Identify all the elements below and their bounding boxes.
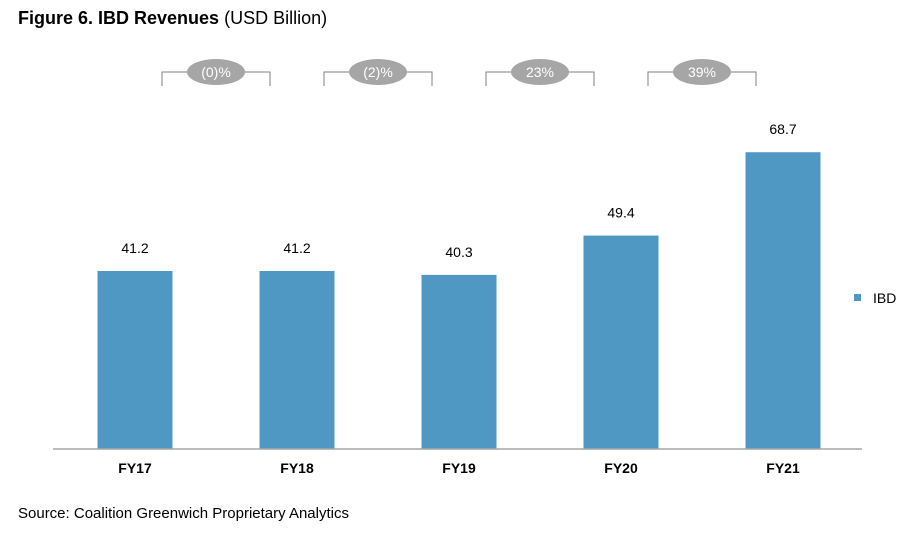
bar-fy17 <box>97 271 173 449</box>
bar-fy20 <box>583 235 659 449</box>
chart-title: Figure 6. IBD Revenues (USD Billion) <box>18 6 327 30</box>
category-label-fy20: FY20 <box>604 460 638 476</box>
legend-swatch <box>854 294 861 301</box>
growth-label-4: 39% <box>688 64 716 80</box>
growth-bubble-4 <box>673 59 731 85</box>
category-label-fy18: FY18 <box>280 460 314 476</box>
growth-bubble-2 <box>349 59 407 85</box>
chart-title-unit: (USD Billion) <box>224 8 328 28</box>
growth-label-3: 23% <box>526 64 554 80</box>
bar-chart: 41.2 FY17 41.2 FY18 40.3 FY19 49.4 FY20 68.7 FY21… <box>53 59 896 476</box>
value-label-fy18: 41.2 <box>283 240 310 256</box>
source-note: Source: Coalition Greenwich Proprietary … <box>18 505 349 522</box>
bar-fy19 <box>421 274 497 449</box>
growth-bubble-3 <box>511 59 569 85</box>
value-label-fy21: 68.7 <box>769 121 796 137</box>
value-label-fy20: 49.4 <box>607 205 634 221</box>
bar-fy21 <box>745 152 821 449</box>
bar-fy18 <box>259 271 335 449</box>
category-label-fy17: FY17 <box>118 460 152 476</box>
value-label-fy17: 41.2 <box>121 240 148 256</box>
growth-label-2: (2)% <box>363 64 393 80</box>
category-label-fy19: FY19 <box>442 460 476 476</box>
value-label-fy19: 40.3 <box>445 244 472 260</box>
chart-title-main: Figure 6. IBD Revenues <box>18 8 220 28</box>
growth-label-1: (0)% <box>201 64 231 80</box>
legend-label: IBD <box>873 290 896 306</box>
category-label-fy21: FY21 <box>766 460 800 476</box>
growth-bubble-1 <box>187 59 245 85</box>
